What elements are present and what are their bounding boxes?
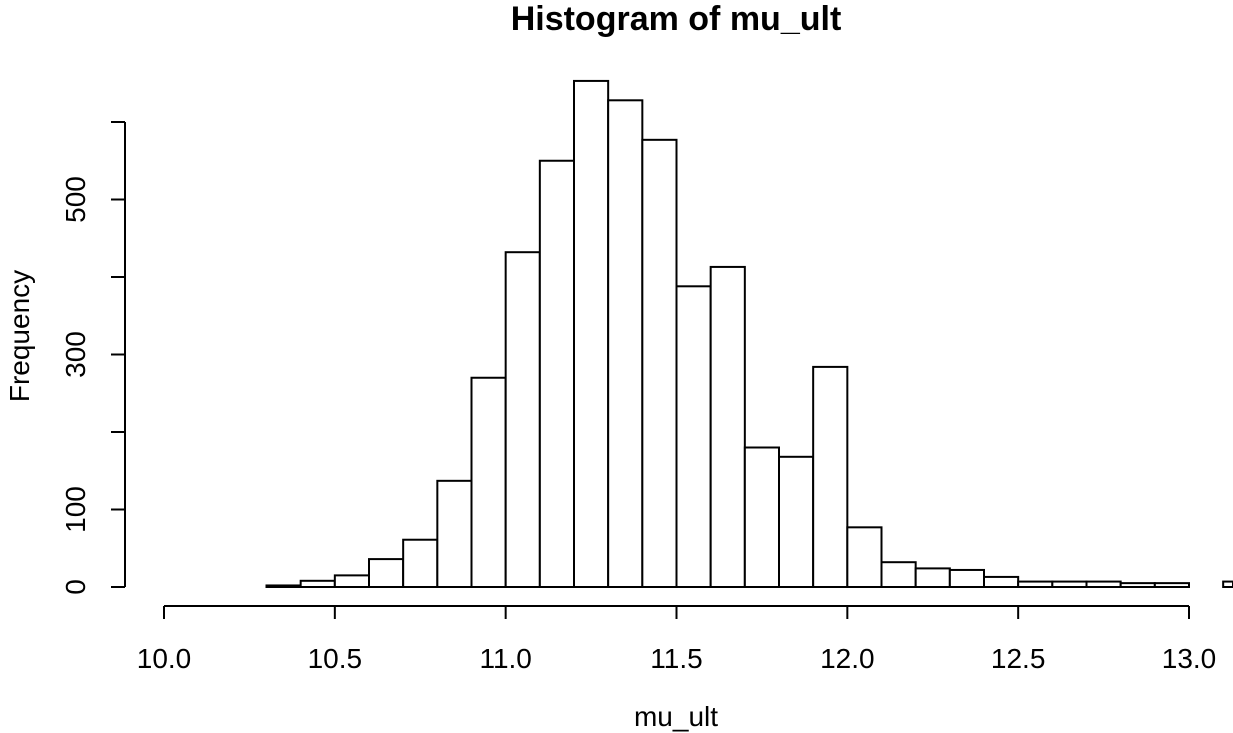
histogram-bar bbox=[709, 265, 746, 588]
y-tick-label: 0 bbox=[60, 579, 91, 595]
y-tick-label: 100 bbox=[60, 486, 91, 533]
histogram-bar bbox=[983, 575, 1020, 588]
histogram-bar bbox=[880, 561, 917, 589]
histogram-bar bbox=[1017, 580, 1054, 589]
histogram-bar bbox=[573, 79, 610, 589]
histogram-bar bbox=[538, 159, 575, 588]
histogram-bar bbox=[607, 99, 644, 589]
x-tick-label: 11.0 bbox=[479, 643, 531, 674]
histogram-bar bbox=[504, 251, 541, 588]
histogram-bar bbox=[914, 567, 951, 589]
histogram-bar bbox=[641, 138, 678, 588]
y-axis-label: Frequency bbox=[4, 270, 35, 402]
histogram-bar bbox=[436, 479, 473, 589]
bars-group bbox=[265, 79, 1233, 589]
x-tick-label: 10.0 bbox=[137, 643, 192, 674]
histogram-bar bbox=[368, 558, 405, 588]
x-tick-label: 11.5 bbox=[650, 643, 702, 674]
histogram-bar bbox=[1222, 580, 1233, 589]
x-tick-label: 10.5 bbox=[308, 643, 363, 674]
histogram-bar bbox=[299, 579, 336, 588]
histogram-bar bbox=[948, 568, 985, 589]
x-axis-label: mu_ult bbox=[634, 701, 718, 732]
histogram-bar bbox=[1051, 580, 1088, 589]
x-tick-label: 12.5 bbox=[991, 643, 1046, 674]
x-axis: 10.0 10.5 11.0 11.5 12.0 12.5 13.0 bbox=[137, 605, 1217, 674]
histogram-bar bbox=[675, 285, 712, 588]
histogram-bar bbox=[1119, 582, 1156, 588]
histogram-bar bbox=[846, 526, 883, 589]
histogram-bar bbox=[812, 365, 849, 588]
histogram-bar bbox=[265, 584, 302, 589]
x-tick-label: 13.0 bbox=[1162, 643, 1217, 674]
x-tick-label: 12.0 bbox=[820, 643, 875, 674]
histogram-bar bbox=[743, 446, 780, 588]
chart-title: Histogram of mu_ult bbox=[511, 0, 842, 38]
histogram-bar bbox=[778, 455, 815, 588]
histogram-bar bbox=[470, 376, 507, 588]
histogram-bar bbox=[333, 574, 371, 588]
histogram-bar bbox=[402, 538, 439, 588]
histogram-bar bbox=[1085, 580, 1122, 589]
y-axis: 0 100 300 500 bbox=[60, 121, 126, 595]
histogram-bar bbox=[1153, 582, 1191, 588]
y-tick-label: 300 bbox=[60, 331, 91, 378]
y-tick-label: 500 bbox=[60, 176, 91, 223]
